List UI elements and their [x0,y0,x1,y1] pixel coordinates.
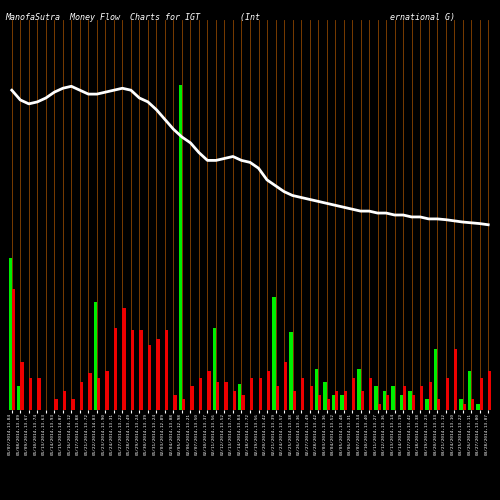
Bar [340,395,344,410]
Bar [242,395,244,410]
Bar [156,338,160,410]
Bar [392,386,394,410]
Bar [97,378,100,410]
Bar [290,332,292,410]
Bar [212,328,216,410]
Bar [358,369,360,410]
Bar [106,371,108,410]
Bar [12,288,15,410]
Bar [460,399,462,410]
Bar [284,362,288,410]
Bar [374,386,378,410]
Bar [488,371,492,410]
Bar [326,399,330,410]
Bar [140,330,142,410]
Bar [352,378,356,410]
Bar [420,386,424,410]
Bar [174,395,176,410]
Bar [199,378,202,410]
Bar [178,85,182,410]
Bar [301,378,304,410]
Bar [148,345,151,410]
Bar [462,404,466,410]
Bar [20,362,24,410]
Bar [437,399,440,410]
Bar [324,382,326,410]
Bar [412,395,415,410]
Bar [131,330,134,410]
Bar [29,378,32,410]
Bar [182,399,185,410]
Bar [94,302,97,410]
Bar [454,350,458,410]
Bar [344,390,347,410]
Bar [476,404,480,410]
Bar [72,399,74,410]
Bar [428,382,432,410]
Bar [80,382,83,410]
Bar [267,371,270,410]
Bar [216,382,219,410]
Bar [258,378,262,410]
Text: ManofaSutra  Money Flow  Charts for IGT        (Int                          ern: ManofaSutra Money Flow Charts for IGT (I… [5,12,455,22]
Bar [480,378,483,410]
Bar [335,390,338,410]
Bar [408,390,412,410]
Bar [233,390,236,410]
Bar [378,404,381,410]
Bar [383,390,386,410]
Bar [54,399,58,410]
Bar [434,350,437,410]
Bar [403,386,406,410]
Bar [224,382,228,410]
Bar [426,399,428,410]
Bar [446,378,449,410]
Bar [276,386,279,410]
Bar [292,390,296,410]
Bar [238,384,242,410]
Bar [250,378,253,410]
Bar [318,395,322,410]
Bar [165,330,168,410]
Bar [400,395,403,410]
Bar [190,386,194,410]
Bar [122,308,126,410]
Bar [17,386,20,410]
Bar [208,371,210,410]
Bar [369,378,372,410]
Bar [332,395,335,410]
Bar [8,258,12,410]
Bar [360,390,364,410]
Bar [38,378,40,410]
Bar [272,298,276,410]
Bar [114,328,117,410]
Bar [386,395,390,410]
Bar [471,399,474,410]
Bar [88,373,92,410]
Bar [468,371,471,410]
Bar [63,390,66,410]
Bar [315,369,318,410]
Bar [310,386,313,410]
